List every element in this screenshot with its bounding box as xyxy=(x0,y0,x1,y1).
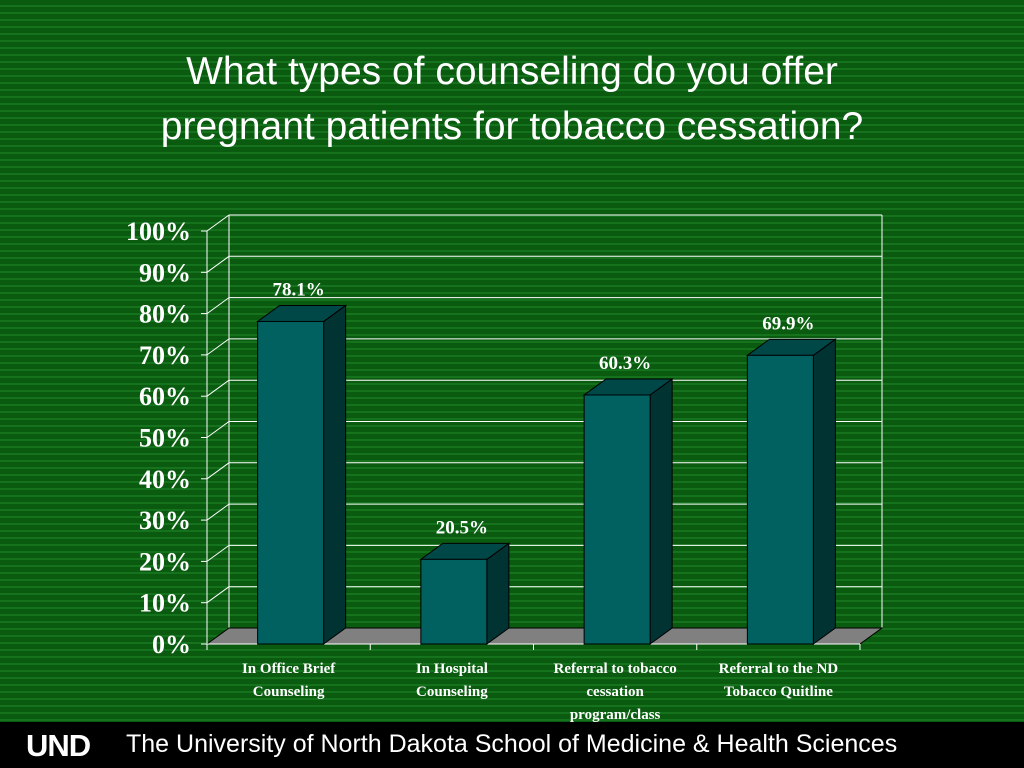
data-label: 78.1% xyxy=(273,279,325,300)
und-logo: UND xyxy=(26,728,91,763)
y-tick-label: 100% xyxy=(126,217,191,246)
bar-side xyxy=(812,338,836,645)
gridline-side xyxy=(206,255,230,273)
gridline-side xyxy=(206,421,230,438)
gridline-side xyxy=(206,379,230,397)
x-tick-label: Referral to the ND xyxy=(719,661,839,677)
gridline-side xyxy=(206,462,230,480)
x-tick-label: Tobacco Quitline xyxy=(724,684,833,700)
x-tick-label: Counseling xyxy=(253,684,325,700)
slide-title-line-1: What types of counseling do you offer xyxy=(186,50,838,93)
data-label: 60.3% xyxy=(599,353,651,374)
bar-side xyxy=(649,377,673,645)
gridline-side xyxy=(206,214,230,232)
bar xyxy=(583,394,651,645)
slide-title-line-2: pregnant patients for tobacco cessation? xyxy=(160,105,864,148)
gridline-side xyxy=(206,297,230,315)
gridline-side xyxy=(206,544,230,562)
y-tick-label: 10% xyxy=(139,589,191,618)
y-tick-label: 50% xyxy=(139,424,191,453)
gridline-side xyxy=(206,338,230,356)
bar xyxy=(746,354,814,645)
x-tick-label: Counseling xyxy=(416,684,488,700)
x-tick-label: In Hospital xyxy=(416,661,488,677)
x-tick-label: In Office Brief xyxy=(242,661,336,677)
y-tick-label: 60% xyxy=(139,382,191,411)
slide-title: What types of counseling do you offer pr… xyxy=(60,44,964,154)
y-tick-label: 70% xyxy=(139,341,191,370)
data-label: 69.9% xyxy=(762,313,814,334)
y-tick-label: 30% xyxy=(139,506,191,535)
bar-side xyxy=(323,304,347,645)
y-tick-label: 20% xyxy=(139,547,191,576)
gridline-side xyxy=(206,503,230,521)
y-tick-label: 0% xyxy=(152,630,191,659)
school-name: The University of North Dakota School of… xyxy=(126,730,898,758)
data-label: 20.5% xyxy=(436,517,488,538)
bar-side xyxy=(486,542,510,645)
bar xyxy=(257,320,325,645)
x-tick-label: cessation xyxy=(586,684,644,700)
footer-bar: UND The University of North Dakota Schoo… xyxy=(0,722,1024,768)
y-tick-label: 80% xyxy=(139,300,191,329)
x-tick-label: program/class xyxy=(570,707,661,723)
gridline-side xyxy=(206,586,230,604)
bar xyxy=(420,558,488,645)
y-tick-label: 40% xyxy=(139,465,191,494)
x-tick-label: Referral to tobacco xyxy=(553,661,676,677)
y-tick-label: 90% xyxy=(139,258,191,287)
